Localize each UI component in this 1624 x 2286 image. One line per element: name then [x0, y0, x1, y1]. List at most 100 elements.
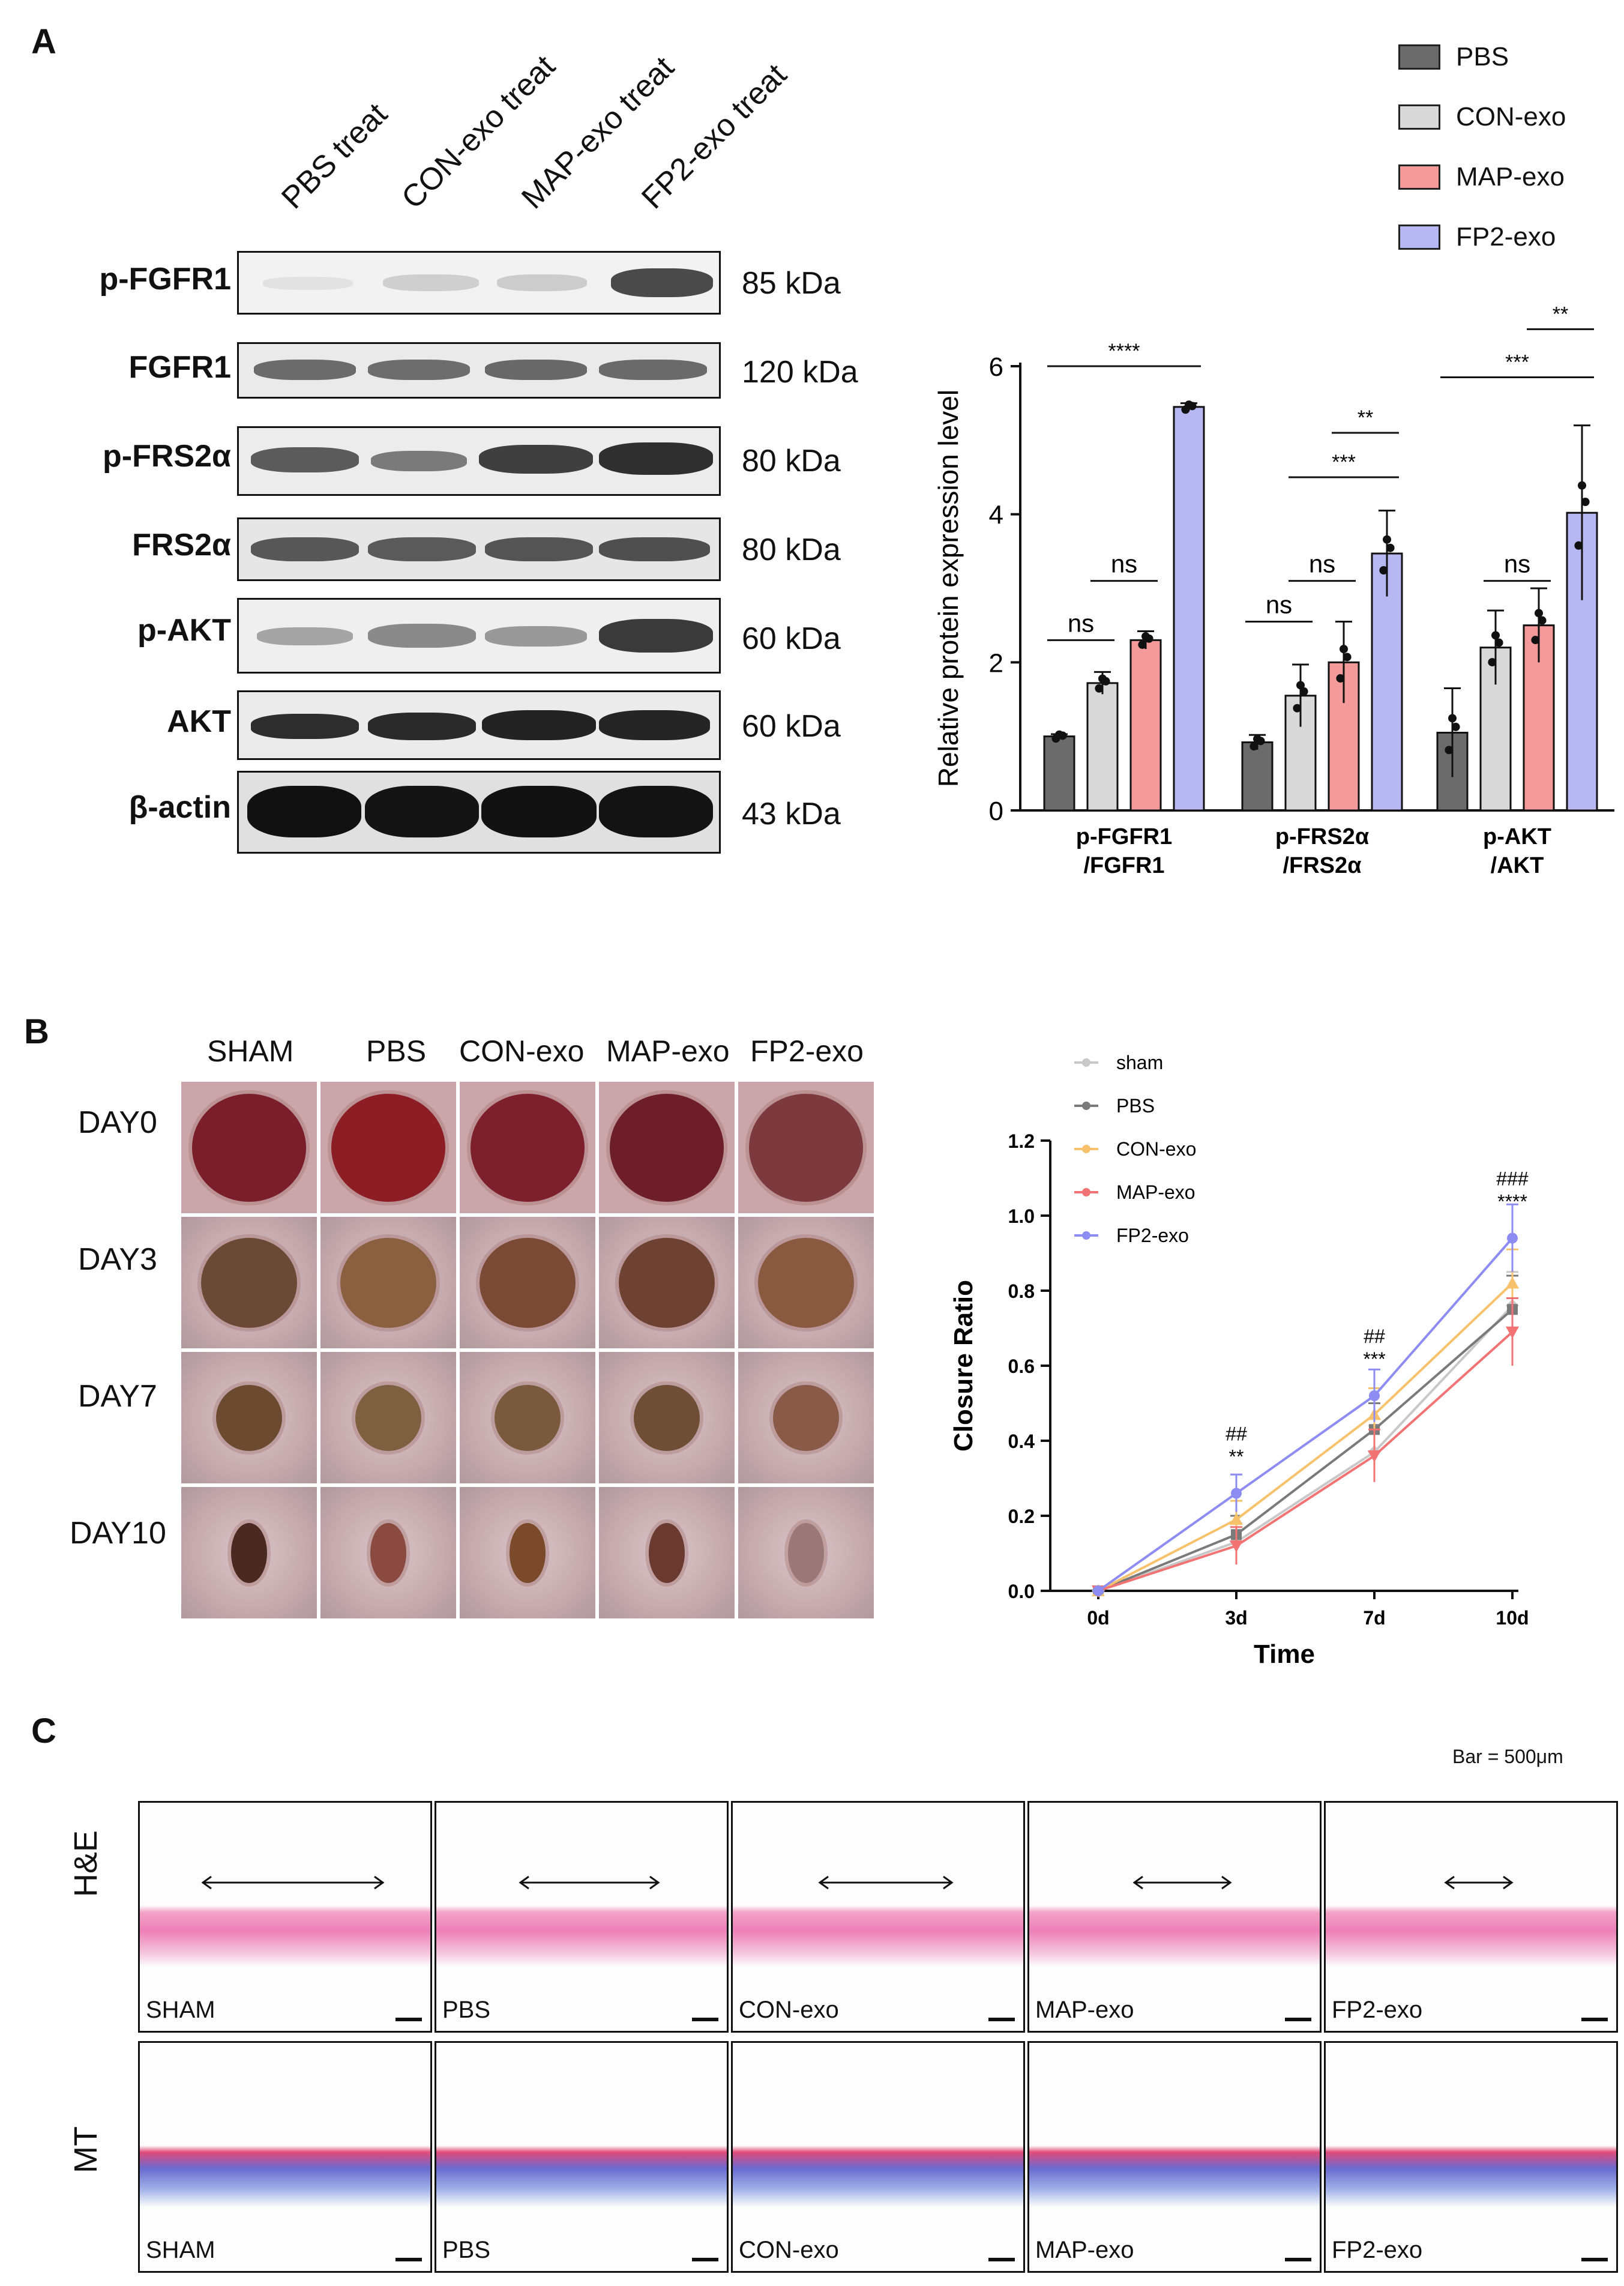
arrow-head-left	[201, 1875, 212, 1890]
legend-swatch-map-exo	[1398, 164, 1440, 190]
arrow-head-left	[1444, 1875, 1455, 1890]
histology-label: PBS	[442, 2237, 491, 2263]
data-point	[1488, 658, 1497, 667]
x-tick-label-2-1: /AKT	[1491, 853, 1544, 878]
histology-mt-con-exo: CON-exo	[731, 2041, 1025, 2273]
wound-area	[510, 1522, 546, 1583]
histology-h-e-con-exo: CON-exo	[731, 1801, 1025, 2033]
data-point	[1138, 640, 1147, 649]
kda-p-fgfr1: 85 kDa	[742, 266, 841, 301]
significance-label: ns	[1111, 550, 1137, 578]
wound-area	[480, 1237, 576, 1328]
protein-label-akt: AKT	[167, 704, 231, 739]
legend-label-con-exo: CON-exo	[1456, 102, 1566, 131]
significance-label: ****	[1108, 340, 1140, 363]
wound-photo-pbs-day3	[319, 1216, 457, 1350]
significance-label: ****	[1497, 1191, 1527, 1213]
scale-bar	[395, 2018, 422, 2021]
legend-label-pbs: PBS	[1456, 42, 1509, 71]
wound-photo-sham-day10	[180, 1486, 318, 1620]
scale-bar	[1581, 2258, 1608, 2261]
arrow-head-right	[1503, 1875, 1514, 1890]
significance-label: ***	[1332, 451, 1356, 474]
legend-item-pbs: PBS	[1398, 42, 1509, 72]
histology-h-e-sham: SHAM	[138, 1801, 432, 2033]
legend-label-sham: sham	[1116, 1052, 1163, 1073]
arrow-head-right	[1221, 1875, 1232, 1890]
wound-photo-pbs-day0	[319, 1081, 457, 1214]
scale-bar	[1285, 2258, 1311, 2261]
blot-beta-actin	[237, 771, 721, 854]
series-line-map-exo	[1098, 1331, 1514, 1592]
wound-photo-map-exo-day0	[598, 1081, 736, 1214]
wound-area	[201, 1237, 297, 1328]
wound-area	[370, 1522, 406, 1583]
protein-label-beta-actin: β-actin	[128, 790, 231, 825]
legend-swatch-con-exo	[1398, 104, 1440, 130]
line-chart: 0.0 0.2 0.4 0.6 0.8 1.0 1.2 0d 3d 7d 10d Time Closur…	[949, 1052, 1529, 1669]
scale-bar	[692, 2258, 718, 2261]
x-tick-label: 10d	[1496, 1607, 1529, 1629]
series-line-pbs	[1098, 1308, 1514, 1592]
histology-mt-sham: SHAM	[138, 2041, 432, 2273]
data-point	[1494, 638, 1503, 647]
significance-label: ***	[1363, 1348, 1385, 1370]
scale-bar	[988, 2018, 1015, 2021]
wound-area	[758, 1237, 854, 1328]
x-tick-label-2-0: p-AKT	[1483, 824, 1551, 849]
col-header-fp2-exo: FP2-exo	[750, 1034, 864, 1068]
wound-area	[610, 1093, 724, 1202]
significance-label: **	[1229, 1446, 1244, 1468]
marker-map-exo	[1506, 1326, 1519, 1339]
legend-label-fp2-exo: FP2-exo	[1116, 1225, 1189, 1246]
protein-label-fgfr1: FGFR1	[128, 350, 231, 385]
bar-pbs-1	[1241, 741, 1274, 812]
x-tick-label-1-1: /FRS2α	[1283, 853, 1361, 878]
kda-p-frs2a: 80 kDa	[742, 444, 841, 478]
data-point	[1343, 653, 1352, 662]
arrow-head-right	[943, 1875, 954, 1890]
bar-fp2-exo-0	[1173, 406, 1205, 812]
wound-area	[355, 1384, 421, 1451]
wound-photo-fp2-exo-day0	[737, 1081, 875, 1214]
wound-area	[495, 1384, 561, 1451]
histology-label: FP2-exo	[1332, 2237, 1423, 2263]
data-point	[1296, 681, 1305, 690]
histology-label: PBS	[442, 1997, 491, 2023]
wound-photo-con-exo-day0	[459, 1081, 597, 1214]
x-tick-label: 7d	[1363, 1607, 1385, 1629]
histology-label: CON-exo	[739, 1997, 839, 2023]
data-point	[1058, 731, 1067, 740]
x-tick-label-1-0: p-FRS2α	[1275, 824, 1369, 849]
scale-bar	[395, 2258, 422, 2261]
significance-label: ##	[1364, 1325, 1385, 1347]
arrow-head-right	[649, 1875, 660, 1890]
bar-chart: 0 2 4 6 Relative protein expression level p-F…	[933, 303, 1614, 878]
marker-map-exo	[1230, 1540, 1243, 1552]
histology-mt-fp2-exo: FP2-exo	[1324, 2041, 1618, 2273]
row-header-day7: DAY7	[78, 1379, 157, 1414]
legend-marker-con-exo	[1082, 1145, 1090, 1153]
data-point	[1299, 687, 1308, 696]
wound-photo-pbs-day10	[319, 1486, 457, 1620]
row-header-day10: DAY10	[70, 1516, 166, 1551]
wound-photo-map-exo-day10	[598, 1486, 736, 1620]
histology-label: SHAM	[146, 2237, 215, 2263]
scale-bar-label: Bar = 500μm	[1452, 1746, 1563, 1767]
wound-area	[231, 1522, 267, 1583]
wound-width-arrow-icon	[1444, 1875, 1514, 1890]
kda-beta-actin: 43 kDa	[742, 797, 841, 831]
panel-c-label: C	[31, 1711, 56, 1751]
wound-area	[788, 1522, 824, 1583]
data-point	[1386, 543, 1395, 552]
data-point	[1445, 746, 1454, 755]
data-point	[1250, 742, 1259, 751]
y-tick-label: 4	[989, 501, 1003, 530]
data-point	[1095, 684, 1104, 693]
row-label-mt: MT	[68, 2126, 104, 2173]
legend-label-map-exo: MAP-exo	[1116, 1181, 1195, 1203]
histology-label: CON-exo	[739, 2237, 839, 2263]
wound-photo-sham-day7	[180, 1351, 318, 1485]
bar-map-exo-1	[1328, 661, 1360, 812]
y-tick-label: 0.2	[1008, 1506, 1035, 1527]
